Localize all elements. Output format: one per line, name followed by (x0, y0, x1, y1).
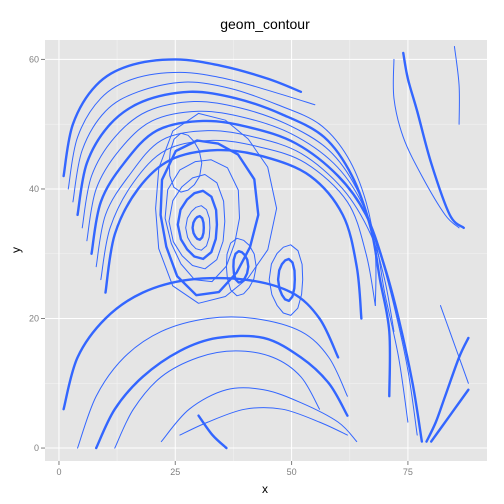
contour-line (76, 90, 392, 398)
contour-line (67, 71, 316, 190)
contour-line (72, 81, 377, 307)
x-tick-label: 50 (287, 467, 297, 477)
x-tick-label: 0 (56, 467, 61, 477)
contour-lines (62, 45, 470, 450)
contour-line (104, 148, 363, 320)
chart-title: geom_contour (220, 16, 310, 32)
contour-line (62, 276, 340, 411)
contour-line (402, 51, 465, 230)
contour-line (160, 387, 358, 443)
contour-line (425, 336, 470, 443)
contour-line (114, 350, 321, 449)
plot-panel (45, 40, 487, 461)
y-tick-label: 20 (29, 314, 39, 324)
closed-contour-line (164, 159, 240, 283)
closed-contour-line (159, 139, 260, 297)
closed-contour-line (191, 214, 205, 241)
y-tick-label: 60 (29, 54, 39, 64)
contour-line (392, 58, 460, 229)
contour-line (94, 334, 349, 450)
contour-line (86, 110, 418, 436)
x-tick-label: 75 (403, 467, 413, 477)
x-axis: 0 25 50 75 (56, 461, 413, 477)
closed-contour-line (268, 244, 304, 316)
contour-line (81, 100, 409, 423)
closed-contour-line (185, 205, 211, 251)
contour-line (62, 58, 303, 178)
y-tick-label: 0 (34, 443, 39, 453)
contour-line (439, 305, 469, 384)
closed-contour-line (155, 112, 278, 304)
y-axis: 0 20 40 60 (29, 54, 45, 453)
closed-contour-line (168, 132, 203, 193)
closed-contour-line (225, 237, 257, 297)
y-tick-label: 40 (29, 184, 39, 194)
contour-line (77, 316, 348, 449)
closed-contour-line (232, 250, 250, 284)
closed-contour-line (276, 257, 296, 303)
x-tick-label: 25 (170, 467, 180, 477)
closed-contour-line (168, 174, 226, 270)
y-axis-label: y (9, 247, 23, 253)
contour-line (429, 388, 470, 443)
closed-contour-line (176, 189, 219, 261)
x-axis-label: x (262, 482, 268, 496)
contour-line (90, 119, 424, 443)
contour-line (100, 139, 376, 307)
contour-line (453, 45, 460, 125)
minor-gridlines (45, 40, 487, 461)
contour-line (179, 407, 348, 436)
contour-line (197, 414, 228, 450)
contour-line (95, 130, 395, 332)
